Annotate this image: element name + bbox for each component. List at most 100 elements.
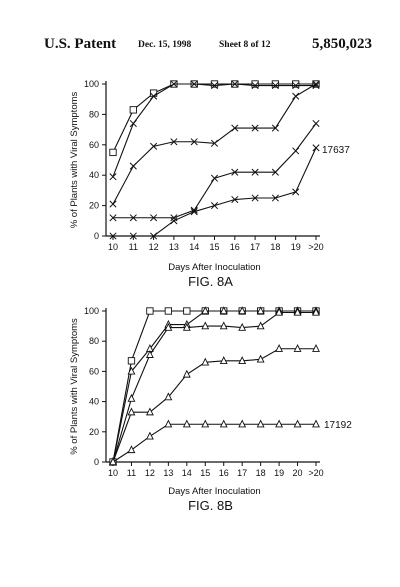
figure-caption: FIG. 8A — [188, 274, 233, 289]
x-tick-label: 16 — [230, 242, 240, 252]
data-point — [109, 214, 117, 222]
x-tick-label: 12 — [145, 468, 155, 478]
data-point — [238, 322, 247, 331]
data-point — [219, 419, 228, 428]
data-point — [170, 80, 178, 88]
series-4 — [109, 419, 320, 466]
data-point — [182, 322, 191, 331]
data-point — [238, 356, 247, 364]
data-point — [271, 168, 279, 176]
data-point — [292, 92, 300, 100]
series-line — [112, 311, 316, 463]
data-point — [201, 357, 210, 366]
x-axis-label: Days After Inoculation — [168, 262, 260, 273]
data-point — [150, 142, 158, 150]
data-point — [256, 321, 265, 330]
data-point — [293, 419, 302, 428]
data-point — [201, 306, 210, 315]
x-tick-label: 14 — [182, 468, 192, 478]
data-point — [145, 431, 154, 440]
data-point — [312, 307, 320, 316]
y-tick-label: 20 — [89, 427, 99, 437]
data-point — [275, 307, 284, 316]
data-point — [109, 173, 117, 181]
data-point — [146, 307, 154, 315]
x-tick-label: 15 — [200, 468, 210, 478]
series-line — [112, 83, 316, 153]
figure-caption: FIG. 8B — [188, 498, 233, 513]
data-point — [129, 119, 137, 128]
x-tick-label: 12 — [149, 242, 159, 252]
series-line — [113, 123, 317, 219]
data-point — [292, 80, 300, 88]
data-point — [256, 354, 265, 363]
x-tick-label: 14 — [189, 242, 199, 252]
data-point — [238, 419, 247, 428]
series-0 — [109, 80, 320, 157]
data-point — [129, 106, 137, 114]
y-axis-label: % of Plants with Viral Symptoms — [69, 91, 80, 228]
y-tick-label: 40 — [89, 170, 99, 180]
data-point — [164, 307, 173, 315]
x-tick-label: 19 — [291, 242, 301, 252]
data-point — [182, 419, 191, 428]
data-point — [275, 344, 284, 352]
x-tick-label: 20 — [293, 468, 303, 478]
data-point — [251, 81, 259, 90]
x-tick-label: 18 — [270, 242, 280, 252]
data-point — [129, 214, 137, 222]
data-point — [292, 147, 300, 155]
x-tick-label: >20 — [308, 468, 323, 478]
data-point — [210, 174, 219, 182]
series-1 — [109, 306, 320, 466]
x-tick-label: 17 — [237, 468, 247, 478]
data-point — [210, 202, 219, 210]
x-tick-label: 16 — [219, 468, 229, 478]
data-point — [190, 138, 198, 146]
x-tick-label: 11 — [129, 242, 138, 252]
data-point — [312, 144, 320, 152]
x-tick-label: 11 — [127, 468, 136, 478]
data-point — [145, 350, 154, 358]
patent-label: U.S. Patent — [44, 36, 117, 52]
data-point — [109, 232, 117, 240]
sheet-number: Sheet 8 of 12 — [219, 40, 271, 50]
data-point — [127, 407, 136, 416]
y-axis-label: % of Plants with Viral Symptoms — [69, 318, 80, 455]
data-point — [164, 392, 173, 401]
data-point — [219, 321, 228, 330]
x-tick-label: 15 — [209, 242, 219, 252]
y-tick-label: 80 — [89, 109, 99, 119]
data-point — [312, 119, 320, 128]
data-point — [231, 168, 239, 176]
data-point — [210, 81, 219, 90]
data-point — [251, 194, 259, 202]
data-point — [150, 214, 158, 222]
x-tick-label: 19 — [274, 468, 284, 478]
series-2 — [109, 80, 320, 208]
series-line — [112, 310, 316, 463]
data-point — [312, 81, 320, 90]
data-point — [127, 393, 136, 402]
data-point — [190, 208, 198, 216]
y-tick-label: 20 — [89, 201, 99, 211]
data-point — [164, 419, 173, 428]
data-point — [210, 139, 219, 147]
series-3 — [109, 119, 320, 222]
data-point — [292, 188, 300, 196]
data-point — [170, 217, 178, 225]
x-tick-label: >20 — [308, 242, 323, 252]
data-point — [109, 457, 117, 466]
data-point — [109, 200, 117, 208]
x-tick-label: 10 — [108, 242, 118, 252]
data-point — [293, 344, 302, 352]
y-tick-label: 60 — [89, 140, 99, 150]
data-point — [271, 81, 279, 90]
data-point — [251, 80, 259, 88]
data-point — [183, 307, 191, 315]
data-point — [271, 124, 279, 132]
series-4 — [109, 144, 320, 240]
data-point — [231, 195, 239, 204]
series-line — [112, 348, 316, 463]
